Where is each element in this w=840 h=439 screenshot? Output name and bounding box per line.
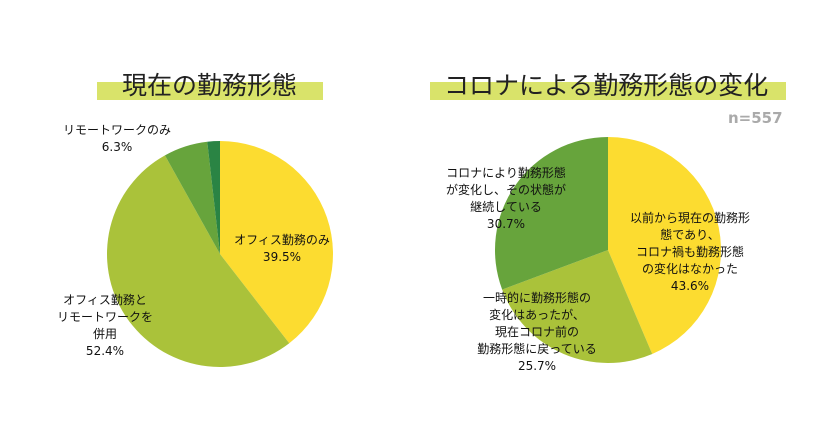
slice-label-text: オフィス勤務と リモートワークを 併用	[56, 293, 154, 341]
pie-slice	[220, 141, 333, 344]
slice-label: オフィス勤務のみ 39.5%	[234, 232, 330, 266]
pie-slice	[207, 141, 220, 254]
right-chart-title: コロナによる勤務形態の変化	[444, 71, 769, 100]
title-highlight	[97, 82, 323, 100]
slice-value: 6.3%	[101, 140, 133, 154]
pie-slice	[502, 250, 653, 363]
slice-label-text: コロナにより勤務形態 が変化し、その状態が 継続している	[445, 166, 567, 214]
slice-label-text: オフィス勤務のみ	[234, 233, 330, 247]
slice-value: 25.7%	[517, 359, 557, 373]
slice-label-text: 一時的に勤務形態の 変化はあったが、 現在コロナ前の 勤務形態に戻っている	[477, 291, 597, 356]
slice-value: 43.6%	[670, 279, 710, 293]
slice-value: 39.5%	[262, 250, 302, 264]
slice-label: 一時的に勤務形態の 変化はあったが、 現在コロナ前の 勤務形態に戻っている 25.…	[477, 290, 596, 375]
slice-value: 52.4%	[85, 344, 125, 358]
pie-slice	[164, 141, 220, 254]
slice-label: コロナにより勤務形態 が変化し、その状態が 継続している 30.7%	[446, 165, 566, 233]
pie-slice	[608, 137, 721, 354]
slice-label: リモートワークのみ 6.3%	[63, 122, 171, 156]
title-highlight	[430, 82, 786, 100]
slice-label: オフィス勤務と リモートワークを 併用 52.4%	[57, 292, 153, 360]
pie-slice	[106, 155, 290, 368]
slice-label: 以前から現在の勤務形 態であり、 コロナ禍も勤務形態 の変化はなかった 43.6%	[630, 210, 750, 295]
slice-label-text: 以前から現在の勤務形 態であり、 コロナ禍も勤務形態 の変化はなかった	[629, 211, 751, 276]
slice-label-text: リモートワークのみ	[62, 123, 172, 137]
pie-slice	[495, 136, 608, 290]
slice-value: 30.7%	[486, 217, 526, 231]
left-chart-title: 現在の勤務形態	[122, 71, 298, 100]
sample-size: n=557	[728, 109, 783, 127]
